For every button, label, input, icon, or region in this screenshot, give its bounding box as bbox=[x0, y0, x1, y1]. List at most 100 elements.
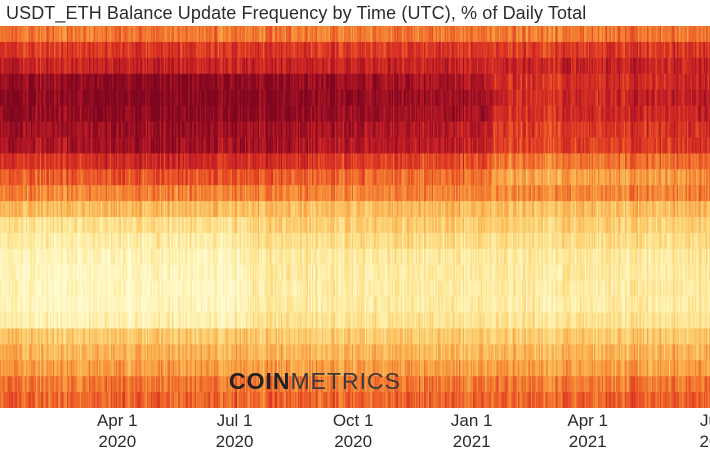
heatmap-cell bbox=[136, 248, 139, 266]
heatmap-cell bbox=[27, 73, 29, 91]
heatmap-cell bbox=[159, 89, 162, 107]
heatmap-cell bbox=[100, 153, 103, 170]
heatmap-cell bbox=[105, 57, 108, 75]
heatmap-cell bbox=[159, 73, 162, 91]
heatmap-cell bbox=[87, 280, 90, 298]
heatmap-cell bbox=[132, 392, 135, 408]
heatmap-cell bbox=[104, 248, 107, 266]
heatmap-cell bbox=[54, 89, 57, 107]
heatmap-cell bbox=[58, 392, 60, 408]
heatmap-cell bbox=[64, 264, 67, 282]
heatmap-cell bbox=[50, 344, 53, 361]
heatmap-cell bbox=[116, 169, 118, 186]
heatmap-cell bbox=[91, 264, 94, 282]
heatmap-cell bbox=[42, 105, 45, 123]
heatmap-cell bbox=[157, 232, 160, 250]
heatmap-cell bbox=[82, 392, 85, 408]
heatmap-cell bbox=[136, 169, 139, 186]
heatmap-cell bbox=[41, 105, 44, 123]
heatmap-cell bbox=[149, 360, 152, 377]
heatmap-cell bbox=[134, 280, 136, 298]
heatmap-cell bbox=[12, 248, 15, 266]
heatmap-cell bbox=[123, 392, 126, 408]
heatmap-cell bbox=[42, 121, 45, 139]
heatmap-cell bbox=[73, 201, 76, 218]
heatmap-cell bbox=[77, 73, 80, 91]
heatmap-cell bbox=[50, 392, 53, 408]
heatmap-cell bbox=[128, 376, 131, 393]
heatmap-cell bbox=[116, 264, 118, 282]
heatmap-cell bbox=[27, 169, 29, 186]
heatmap-cell bbox=[68, 232, 71, 250]
heatmap-cell bbox=[73, 264, 76, 282]
heatmap-cell bbox=[39, 105, 42, 123]
heatmap-cell bbox=[81, 264, 84, 282]
heatmap-cell bbox=[15, 232, 18, 250]
heatmap-cell bbox=[78, 392, 81, 408]
heatmap-cell bbox=[87, 360, 90, 377]
heatmap-cell bbox=[43, 185, 46, 202]
heatmap-cell bbox=[0, 41, 2, 59]
heatmap-cell bbox=[65, 344, 68, 361]
heatmap-cell bbox=[132, 201, 135, 218]
heatmap-cell bbox=[97, 376, 100, 393]
heatmap-cell bbox=[131, 360, 134, 377]
heatmap-cell bbox=[72, 328, 75, 345]
heatmap-cell bbox=[68, 185, 71, 202]
heatmap-cell bbox=[118, 392, 121, 408]
heatmap-cell bbox=[55, 41, 58, 59]
heatmap-cell bbox=[25, 217, 28, 234]
heatmap-cell bbox=[60, 296, 63, 314]
heatmap-cell bbox=[74, 201, 77, 218]
heatmap-cell bbox=[36, 57, 38, 75]
heatmap-cell bbox=[5, 296, 8, 314]
heatmap-cell bbox=[16, 360, 19, 377]
heatmap-cell bbox=[72, 312, 75, 330]
heatmap-cell bbox=[33, 312, 36, 330]
heatmap-cell bbox=[32, 73, 35, 91]
heatmap-cell bbox=[101, 73, 104, 91]
heatmap-cell bbox=[136, 296, 139, 314]
heatmap-cell bbox=[119, 264, 122, 282]
heatmap-cell bbox=[61, 344, 64, 361]
heatmap-cell bbox=[105, 232, 108, 250]
heatmap-cell bbox=[0, 328, 2, 345]
heatmap-cell bbox=[103, 280, 105, 298]
heatmap-cell bbox=[144, 264, 147, 282]
heatmap-cell bbox=[103, 105, 105, 123]
heatmap-cell bbox=[10, 185, 13, 202]
heatmap-cell bbox=[148, 89, 151, 107]
heatmap-cell bbox=[128, 344, 131, 361]
heatmap-cell bbox=[139, 26, 142, 43]
heatmap-cell bbox=[2, 376, 5, 393]
heatmap-cell bbox=[54, 296, 57, 314]
heatmap-cell bbox=[29, 328, 32, 345]
heatmap-cell bbox=[108, 169, 111, 186]
heatmap-cell bbox=[77, 248, 80, 266]
heatmap-cell bbox=[117, 89, 120, 107]
heatmap-cell bbox=[132, 296, 135, 314]
heatmap-cell bbox=[79, 217, 82, 234]
heatmap-cell bbox=[101, 232, 104, 250]
heatmap-cell bbox=[52, 105, 55, 123]
heatmap-cell bbox=[92, 41, 95, 59]
heatmap-cell bbox=[34, 137, 37, 154]
heatmap-cell bbox=[70, 296, 73, 314]
heatmap-cell bbox=[14, 248, 17, 266]
heatmap-cell bbox=[10, 280, 13, 298]
heatmap-cell bbox=[73, 169, 76, 186]
heatmap-cell bbox=[16, 217, 19, 234]
heatmap-cell bbox=[46, 153, 49, 170]
heatmap-cell bbox=[74, 280, 77, 298]
heatmap-cell bbox=[7, 169, 10, 186]
heatmap-cell bbox=[119, 169, 122, 186]
heatmap-cell bbox=[146, 169, 149, 186]
heatmap-cell bbox=[15, 376, 18, 393]
heatmap-cell bbox=[37, 201, 40, 218]
heatmap-cell bbox=[87, 376, 90, 393]
heatmap-cell bbox=[112, 73, 115, 91]
heatmap-cell bbox=[56, 41, 59, 59]
heatmap-cell bbox=[39, 153, 42, 170]
heatmap-cell bbox=[90, 296, 93, 314]
heatmap-cell bbox=[61, 248, 64, 266]
